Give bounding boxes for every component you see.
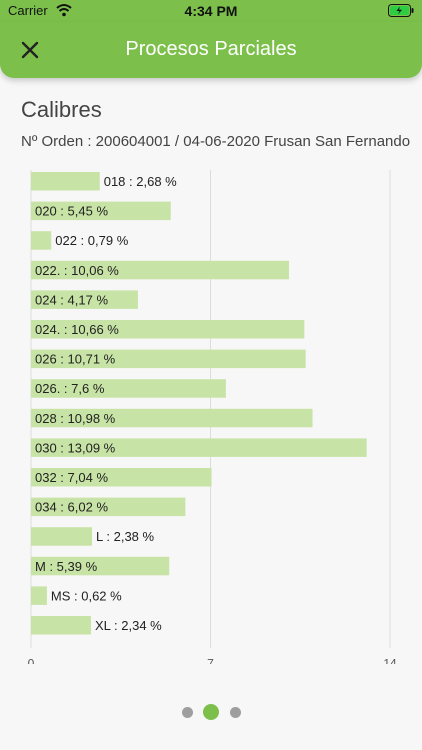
bar-020 [31,201,171,221]
bar-label: 030 : 13,09 % [35,440,116,455]
bar-024 [31,290,138,309]
bar-label: 020 : 5,45 % [35,204,108,219]
page-dot-1[interactable] [181,707,193,718]
chart-svg: 0 7 14 018 : 2,68 % 020 : 5,45 % 022 : 0,79 %… [28,170,397,664]
bar-label: XL : 2,34 % [95,618,162,633]
page-indicator [0,704,422,720]
bar-label: 024 : 4,17 % [35,292,108,307]
bar-label: MS : 0,62 % [51,588,122,603]
x-tick-label: 7 [207,657,214,664]
bar-label: L : 2,38 % [96,529,154,544]
bar-label: 032 : 7,04 % [35,470,108,485]
page-dot-2[interactable] [203,704,219,720]
bar-024. [31,320,305,339]
bar-022. [31,260,289,280]
bar-label: 018 : 2,68 % [104,174,177,189]
carrier-label: Carrier [8,3,48,18]
bar-label: 034 : 6,02 % [35,500,108,515]
bar-label: 026. : 7,6 % [35,381,105,396]
bar-M [31,556,170,576]
bar-MS [31,586,47,605]
page-title: Calibres [21,97,102,122]
bar-label: M : 5,39 % [35,559,98,574]
status-time: 4:34 PM [184,3,238,19]
bar-034 [31,497,186,517]
close-icon[interactable] [16,36,44,64]
calibres-chart: 0 7 14 018 : 2,68 % 020 : 5,45 % 022 : 0,79 %… [0,164,422,664]
bar-028 [31,408,313,428]
bar-label: 022 : 0,79 % [55,233,128,248]
bar-label: 024. : 10,66 % [35,322,119,337]
bar-XL [31,616,92,635]
bar-label: 022. : 10,06 % [35,263,119,278]
wifi-icon [56,4,72,17]
bar-018 [31,172,100,191]
header-title: Procesos Parciales [125,38,297,60]
bar-022 [31,231,52,250]
bar-label: 026 : 10,71 % [35,352,116,367]
bar-026 [31,349,306,369]
x-tick-label: 14 [383,657,397,664]
bar-026. [31,379,226,398]
battery-charging-icon [388,4,414,17]
page-dot-3[interactable] [229,707,241,718]
bar-label: 028 : 10,98 % [35,411,116,426]
status-bar: Carrier 4:34 PM [0,0,422,22]
bar-L [31,527,93,546]
x-tick-label: 0 [28,657,35,664]
bar-032 [31,468,212,487]
header: Procesos Parciales [0,22,422,78]
bar-030 [31,438,367,457]
order-info: Nº Orden : 200604001 / 04-06-2020 Frusan… [21,133,411,150]
